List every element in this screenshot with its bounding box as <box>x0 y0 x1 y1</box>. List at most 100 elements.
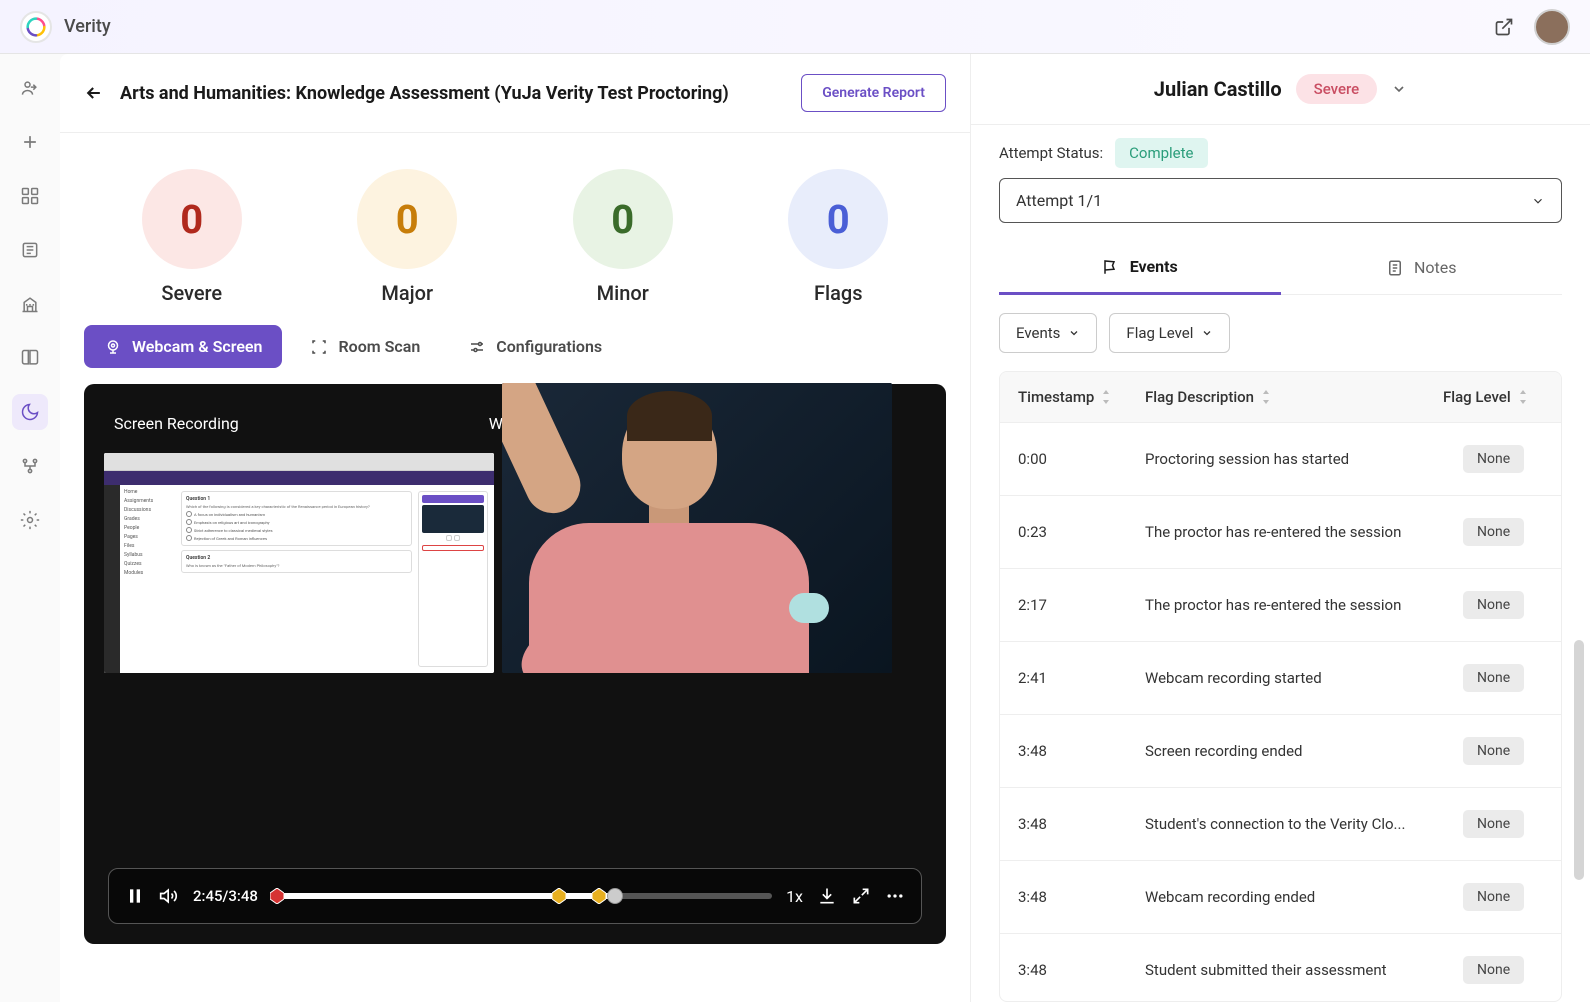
sidebar-settings-icon[interactable] <box>12 502 48 538</box>
chevron-down-icon <box>1201 327 1213 339</box>
filter-flag-level-button[interactable]: Flag Level <box>1109 313 1230 353</box>
screen-recording-preview[interactable]: HomeAssignmentsDiscussionsGradesPeoplePa… <box>104 453 494 673</box>
th-description[interactable]: Flag Description <box>1145 388 1443 406</box>
filter-events-button[interactable]: Events <box>999 313 1097 353</box>
td-description: Student submitted their assessment <box>1145 961 1463 979</box>
webcam-recording-preview[interactable] <box>502 383 892 673</box>
tab-events[interactable]: Events <box>999 241 1281 295</box>
sidebar-login-icon[interactable] <box>12 70 48 106</box>
table-row[interactable]: 0:00 Proctoring session has started None <box>1000 423 1561 496</box>
right-panel-header: Julian Castillo Severe <box>971 54 1590 125</box>
chevron-down-icon <box>1068 327 1080 339</box>
flag-badge: None <box>1463 956 1524 984</box>
td-flag: None <box>1463 956 1543 984</box>
stat-severe-label: Severe <box>161 281 222 305</box>
chevron-down-icon <box>1531 194 1545 208</box>
td-description: Webcam recording started <box>1145 669 1463 687</box>
sort-icon <box>1260 390 1272 404</box>
td-description: The proctor has re-entered the session <box>1145 523 1463 541</box>
sidebar-book-icon[interactable] <box>12 340 48 376</box>
stat-minor: 0 Minor <box>573 169 673 305</box>
stat-major: 0 Major <box>357 169 457 305</box>
video-time: 2:45/3:48 <box>193 887 258 905</box>
scan-icon <box>310 338 328 356</box>
popout-icon[interactable] <box>1494 17 1514 37</box>
notes-icon <box>1386 259 1404 277</box>
progress-thumb[interactable] <box>607 888 623 904</box>
tab-configurations[interactable]: Configurations <box>448 325 622 368</box>
flag-badge: None <box>1463 591 1524 619</box>
flag-badge: None <box>1463 518 1524 546</box>
td-description: Student's connection to the Verity Clo..… <box>1145 815 1463 833</box>
stat-minor-label: Minor <box>597 281 649 305</box>
table-row[interactable]: 2:17 The proctor has re-entered the sess… <box>1000 569 1561 642</box>
chevron-down-icon[interactable] <box>1391 81 1407 97</box>
tab-room-scan-label: Room Scan <box>338 337 420 356</box>
td-timestamp: 3:48 <box>1018 815 1145 833</box>
td-flag: None <box>1463 591 1543 619</box>
td-timestamp: 0:23 <box>1018 523 1145 541</box>
td-timestamp: 3:48 <box>1018 742 1145 760</box>
flag-badge: None <box>1463 810 1524 838</box>
progress-marker-red-icon <box>270 888 284 904</box>
pause-icon[interactable] <box>125 886 145 906</box>
video-controls: 2:45/3:48 1x <box>108 868 922 924</box>
volume-icon[interactable] <box>159 886 179 906</box>
td-description: Proctoring session has started <box>1145 450 1463 468</box>
fullscreen-icon[interactable] <box>851 886 871 906</box>
flag-badge: None <box>1463 883 1524 911</box>
tab-room-scan[interactable]: Room Scan <box>290 325 440 368</box>
user-avatar[interactable] <box>1534 9 1570 45</box>
page-title: Arts and Humanities: Knowledge Assessmen… <box>120 83 801 104</box>
td-timestamp: 3:48 <box>1018 961 1145 979</box>
flag-badge: None <box>1463 737 1524 765</box>
sort-icon <box>1517 390 1529 404</box>
stat-major-value: 0 <box>357 169 457 269</box>
right-tabs: Events Notes <box>999 241 1562 295</box>
sidebar-grid-icon[interactable] <box>12 178 48 214</box>
stat-flags: 0 Flags <box>788 169 888 305</box>
playback-speed[interactable]: 1x <box>786 887 803 906</box>
td-flag: None <box>1463 883 1543 911</box>
attempt-status-label: Attempt Status: <box>999 144 1103 162</box>
sidebar-moon-icon[interactable] <box>12 394 48 430</box>
table-row[interactable]: 3:48 Webcam recording ended None <box>1000 861 1561 934</box>
video-progress-bar[interactable] <box>272 893 772 899</box>
flag-icon <box>1102 258 1120 276</box>
td-description: Screen recording ended <box>1145 742 1463 760</box>
filter-row: Events Flag Level <box>971 295 1590 371</box>
more-icon[interactable] <box>885 886 905 906</box>
app-title: Verity <box>64 16 111 37</box>
table-row[interactable]: 0:23 The proctor has re-entered the sess… <box>1000 496 1561 569</box>
table-row[interactable]: 3:48 Student submitted their assessment … <box>1000 934 1561 1002</box>
sliders-icon <box>468 338 486 356</box>
sidebar-add-icon[interactable] <box>12 124 48 160</box>
stat-severe: 0 Severe <box>142 169 242 305</box>
tab-webcam-screen[interactable]: Webcam & Screen <box>84 325 282 368</box>
tab-notes[interactable]: Notes <box>1281 241 1563 294</box>
sidebar-institution-icon[interactable] <box>12 286 48 322</box>
table-row[interactable]: 3:48 Screen recording ended None <box>1000 715 1561 788</box>
progress-marker-yellow-icon <box>592 888 606 904</box>
td-flag: None <box>1463 518 1543 546</box>
download-icon[interactable] <box>817 886 837 906</box>
th-flag-level[interactable]: Flag Level <box>1443 388 1543 406</box>
table-row[interactable]: 2:41 Webcam recording started None <box>1000 642 1561 715</box>
tab-webcam-screen-label: Webcam & Screen <box>132 337 262 356</box>
stat-flags-label: Flags <box>814 281 863 305</box>
table-row[interactable]: 3:48 Student's connection to the Verity … <box>1000 788 1561 861</box>
scrollbar[interactable] <box>1574 640 1584 940</box>
back-arrow-icon[interactable] <box>84 83 104 103</box>
progress-marker-yellow-icon <box>552 888 566 904</box>
stat-severe-value: 0 <box>142 169 242 269</box>
attempt-selector[interactable]: Attempt 1/1 <box>999 178 1562 223</box>
generate-report-button[interactable]: Generate Report <box>801 74 946 112</box>
view-tabs: Webcam & Screen Room Scan Configurations <box>60 325 970 384</box>
filter-flag-level-label: Flag Level <box>1126 324 1193 342</box>
th-timestamp[interactable]: Timestamp <box>1018 388 1145 406</box>
td-timestamp: 2:41 <box>1018 669 1145 687</box>
logo <box>20 11 52 43</box>
sidebar-branch-icon[interactable] <box>12 448 48 484</box>
td-description: Webcam recording ended <box>1145 888 1463 906</box>
sidebar-newspaper-icon[interactable] <box>12 232 48 268</box>
